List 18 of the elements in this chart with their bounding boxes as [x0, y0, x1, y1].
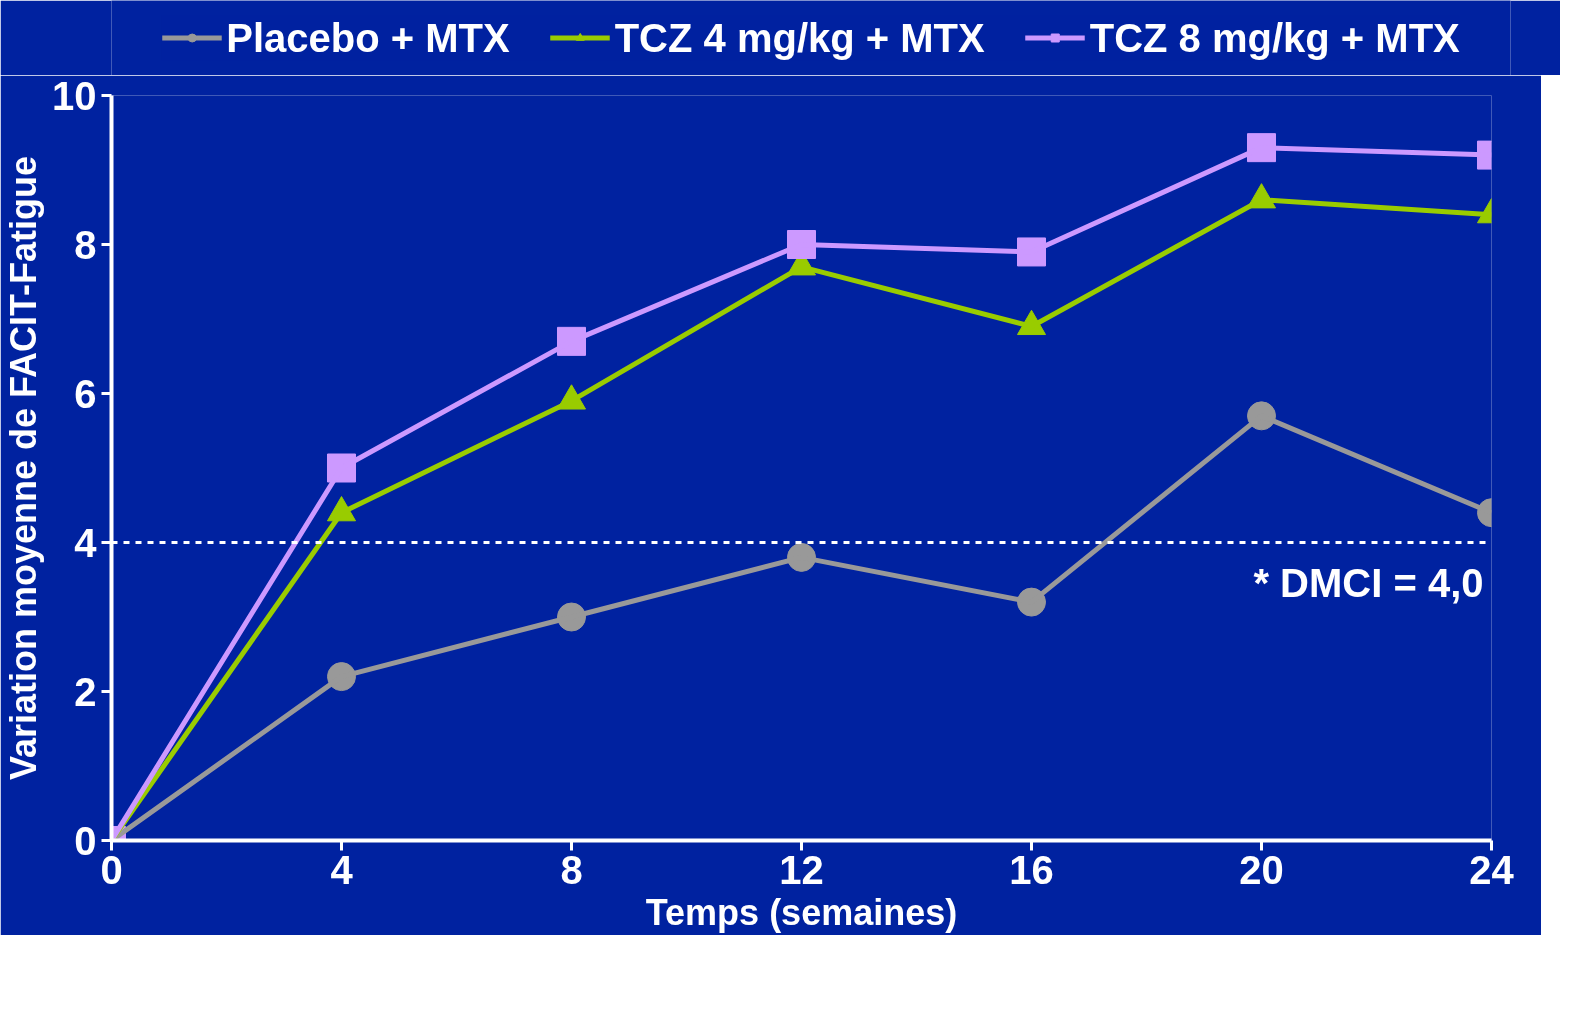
x-tick-label: 16	[1009, 847, 1054, 892]
y-tick-label: 4	[74, 520, 98, 565]
y-axis-title: Variation moyenne de FACIT-Fatigue	[3, 155, 45, 781]
legend-label: TCZ 4 mg/kg + MTX	[614, 15, 985, 60]
y-tick-label: 10	[52, 73, 97, 118]
x-tick-label: 8	[560, 847, 583, 892]
y-tick-label: 8	[74, 222, 97, 267]
legend-label: TCZ 8 mg/kg + MTX	[1089, 15, 1460, 60]
legend-label: Placebo + MTX	[226, 15, 510, 60]
ref-line-label: * DMCI = 4,0	[1253, 560, 1484, 605]
x-tick-label: 24	[1469, 847, 1515, 892]
x-tick-label: 4	[330, 847, 354, 892]
y-tick-label: 2	[74, 669, 97, 714]
x-axis-title: Temps (semaines)	[645, 891, 958, 933]
x-tick-label: 20	[1239, 847, 1284, 892]
y-tick-label: 6	[74, 371, 97, 416]
x-tick-label: 12	[779, 847, 824, 892]
y-tick-label: 0	[74, 818, 97, 863]
